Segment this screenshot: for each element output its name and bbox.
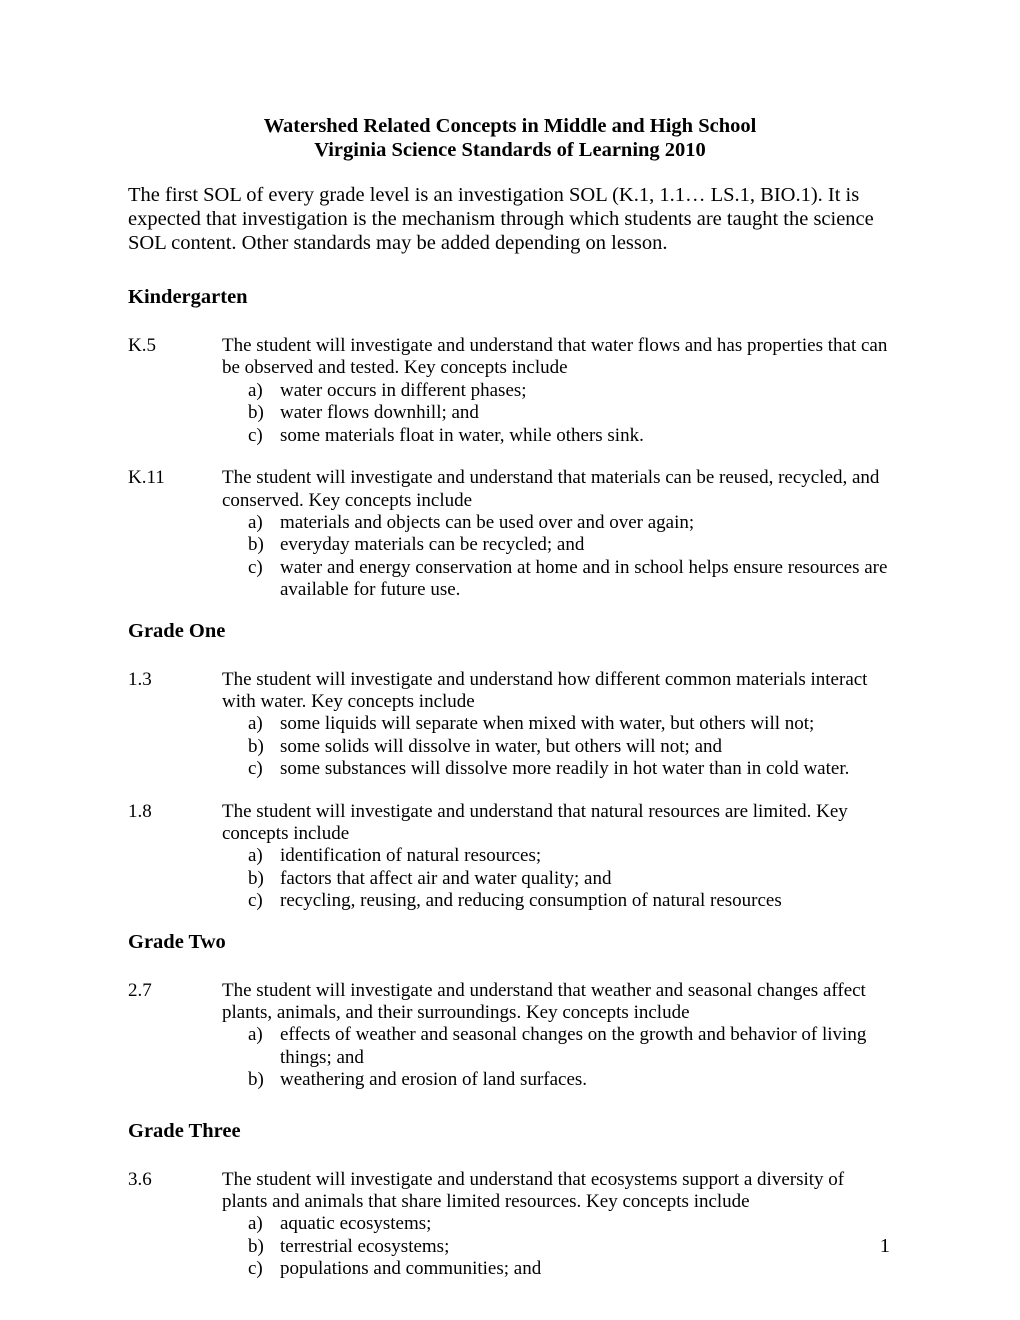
concept-item: c)populations and communities; and — [222, 1258, 892, 1280]
concept-item: b)water flows downhill; and — [222, 402, 892, 424]
concept-list: a)aquatic ecosystems;b)terrestrial ecosy… — [222, 1213, 892, 1280]
standard: 1.8The student will investigate and unde… — [128, 801, 892, 913]
concept-text: some materials float in water, while oth… — [280, 425, 892, 447]
section-heading: Grade Three — [128, 1120, 892, 1143]
section-heading: Kindergarten — [128, 286, 892, 309]
standard-code: 3.6 — [128, 1169, 222, 1281]
intro-paragraph: The first SOL of every grade level is an… — [128, 184, 892, 256]
concept-item: a)materials and objects can be used over… — [222, 512, 892, 534]
title-line-1: Watershed Related Concepts in Middle and… — [128, 115, 892, 139]
concept-text: materials and objects can be used over a… — [280, 512, 892, 534]
concept-item: a)aquatic ecosystems; — [222, 1213, 892, 1235]
concept-letter: a) — [248, 1213, 280, 1235]
standard-stem: The student will investigate and underst… — [222, 801, 892, 846]
concept-letter: b) — [248, 868, 280, 890]
standard-code: 2.7 — [128, 980, 222, 1092]
standard: 3.6The student will investigate and unde… — [128, 1169, 892, 1281]
concept-item: b)weathering and erosion of land surface… — [222, 1069, 892, 1091]
standard: K.5The student will investigate and unde… — [128, 335, 892, 447]
concept-letter: b) — [248, 1236, 280, 1258]
concept-letter: a) — [248, 512, 280, 534]
section-heading: Grade Two — [128, 931, 892, 954]
concept-text: water occurs in different phases; — [280, 380, 892, 402]
concept-letter: b) — [248, 402, 280, 424]
standard-body: The student will investigate and underst… — [222, 980, 892, 1092]
concept-item: b)terrestrial ecosystems; — [222, 1236, 892, 1258]
standard-stem: The student will investigate and underst… — [222, 467, 892, 512]
concept-text: identification of natural resources; — [280, 845, 892, 867]
concept-letter: b) — [248, 1069, 280, 1091]
concept-text: water flows downhill; and — [280, 402, 892, 424]
standard-stem: The student will investigate and underst… — [222, 669, 892, 714]
standard-body: The student will investigate and underst… — [222, 801, 892, 913]
concept-item: a)water occurs in different phases; — [222, 380, 892, 402]
concept-text: aquatic ecosystems; — [280, 1213, 892, 1235]
page-number: 1 — [880, 1235, 890, 1258]
concept-letter: a) — [248, 713, 280, 735]
concept-item: a)effects of weather and seasonal change… — [222, 1024, 892, 1069]
standard: 1.3The student will investigate and unde… — [128, 669, 892, 781]
concept-text: populations and communities; and — [280, 1258, 892, 1280]
section-heading: Grade One — [128, 620, 892, 643]
document-title: Watershed Related Concepts in Middle and… — [128, 115, 892, 162]
concept-letter: a) — [248, 845, 280, 867]
concept-list: a)water occurs in different phases;b)wat… — [222, 380, 892, 447]
concept-letter: c) — [248, 425, 280, 447]
concept-text: some solids will dissolve in water, but … — [280, 736, 892, 758]
concept-item: b)everyday materials can be recycled; an… — [222, 534, 892, 556]
standard-code: 1.8 — [128, 801, 222, 913]
concept-letter: c) — [248, 758, 280, 780]
concept-text: effects of weather and seasonal changes … — [280, 1024, 892, 1069]
concept-text: weathering and erosion of land surfaces. — [280, 1069, 892, 1091]
standard: 2.7The student will investigate and unde… — [128, 980, 892, 1092]
sections-container: KindergartenK.5The student will investig… — [128, 286, 892, 1281]
standard-body: The student will investigate and underst… — [222, 467, 892, 601]
concept-text: factors that affect air and water qualit… — [280, 868, 892, 890]
standard-stem: The student will investigate and underst… — [222, 1169, 892, 1214]
concept-letter: c) — [248, 557, 280, 602]
concept-letter: b) — [248, 736, 280, 758]
title-line-2: Virginia Science Standards of Learning 2… — [128, 139, 892, 163]
concept-text: recycling, reusing, and reducing consump… — [280, 890, 892, 912]
standard-body: The student will investigate and underst… — [222, 669, 892, 781]
standard-body: The student will investigate and underst… — [222, 335, 892, 447]
concept-item: b)some solids will dissolve in water, bu… — [222, 736, 892, 758]
standard-stem: The student will investigate and underst… — [222, 335, 892, 380]
concept-text: terrestrial ecosystems; — [280, 1236, 892, 1258]
concept-text: everyday materials can be recycled; and — [280, 534, 892, 556]
concept-list: a)identification of natural resources;b)… — [222, 845, 892, 912]
concept-item: c)recycling, reusing, and reducing consu… — [222, 890, 892, 912]
concept-item: a)identification of natural resources; — [222, 845, 892, 867]
concept-text: water and energy conservation at home an… — [280, 557, 892, 602]
concept-letter: b) — [248, 534, 280, 556]
concept-letter: a) — [248, 1024, 280, 1069]
concept-item: c)some substances will dissolve more rea… — [222, 758, 892, 780]
standard-code: 1.3 — [128, 669, 222, 781]
concept-list: a)materials and objects can be used over… — [222, 512, 892, 602]
concept-item: b)factors that affect air and water qual… — [222, 868, 892, 890]
concept-item: c)water and energy conservation at home … — [222, 557, 892, 602]
standard-stem: The student will investigate and underst… — [222, 980, 892, 1025]
concept-text: some liquids will separate when mixed wi… — [280, 713, 892, 735]
concept-letter: c) — [248, 890, 280, 912]
concept-letter: c) — [248, 1258, 280, 1280]
concept-list: a)some liquids will separate when mixed … — [222, 713, 892, 780]
standard-code: K.11 — [128, 467, 222, 601]
concept-item: a)some liquids will separate when mixed … — [222, 713, 892, 735]
standard-code: K.5 — [128, 335, 222, 447]
standard-body: The student will investigate and underst… — [222, 1169, 892, 1281]
concept-list: a)effects of weather and seasonal change… — [222, 1024, 892, 1091]
standard: K.11The student will investigate and und… — [128, 467, 892, 601]
concept-letter: a) — [248, 380, 280, 402]
concept-item: c)some materials float in water, while o… — [222, 425, 892, 447]
concept-text: some substances will dissolve more readi… — [280, 758, 892, 780]
